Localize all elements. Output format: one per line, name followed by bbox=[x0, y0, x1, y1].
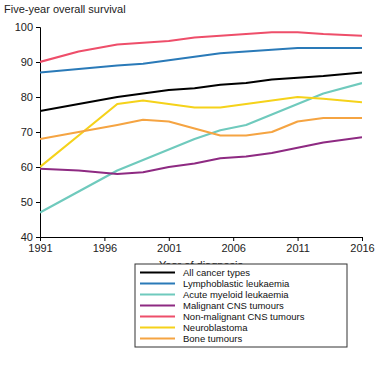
x-tick: 2006 bbox=[221, 237, 245, 254]
legend-swatch bbox=[140, 337, 175, 339]
legend-box bbox=[135, 264, 347, 347]
plot-area bbox=[40, 32, 362, 212]
series-line bbox=[40, 73, 362, 112]
x-tick-mark bbox=[362, 237, 363, 241]
legend-swatch bbox=[140, 315, 175, 317]
legend-label: Neuroblastoma bbox=[183, 322, 248, 333]
y-tick-mark bbox=[36, 132, 40, 133]
x-tick-label: 1996 bbox=[93, 242, 117, 254]
y-tick: 100 bbox=[15, 21, 40, 33]
legend-swatch bbox=[140, 271, 175, 273]
series-line bbox=[40, 32, 362, 62]
x-tick: 1991 bbox=[28, 237, 52, 254]
x-tick-mark bbox=[40, 237, 41, 241]
series-line bbox=[40, 137, 362, 174]
y-tick: 80 bbox=[21, 91, 40, 103]
x-tick-mark bbox=[104, 237, 105, 241]
x-tick: 2001 bbox=[157, 237, 181, 254]
y-tick: 70 bbox=[21, 126, 40, 138]
legend: All cancer typesLymphoblastic leukaemiaA… bbox=[135, 264, 347, 347]
x-tick: 2011 bbox=[286, 237, 310, 254]
y-tick-mark bbox=[36, 27, 40, 28]
y-axis: 405060708090100 bbox=[15, 21, 41, 243]
series-line bbox=[40, 118, 362, 139]
y-tick-mark bbox=[36, 202, 40, 203]
x-tick-mark bbox=[169, 237, 170, 241]
legend-swatch bbox=[140, 282, 175, 284]
x-tick-label: 2006 bbox=[221, 242, 245, 254]
legend-label: Acute myeloid leukaemia bbox=[183, 289, 289, 300]
x-tick-mark bbox=[233, 237, 234, 241]
y-tick-label: 50 bbox=[21, 196, 33, 208]
y-tick-label: 80 bbox=[21, 91, 33, 103]
x-tick-label: 2011 bbox=[286, 242, 310, 254]
y-axis-title: Five-year overall survival bbox=[4, 3, 126, 15]
chart: 405060708090100199119962001200620112016F… bbox=[0, 0, 386, 386]
legend-label: Lymphoblastic leukaemia bbox=[183, 278, 290, 289]
y-axis-line bbox=[36, 28, 41, 238]
legend-swatch bbox=[140, 326, 175, 328]
legend-swatch bbox=[140, 304, 175, 306]
x-tick-label: 1991 bbox=[28, 242, 52, 254]
legend-swatch bbox=[140, 293, 175, 295]
legend-label: Malignant CNS tumours bbox=[183, 300, 284, 311]
x-tick: 2016 bbox=[350, 237, 374, 254]
x-tick-label: 2001 bbox=[157, 242, 181, 254]
x-axis-line bbox=[41, 238, 363, 242]
y-tick-mark bbox=[36, 97, 40, 98]
y-tick-label: 60 bbox=[21, 161, 33, 173]
x-axis: 1991 1996 2001 2006 2011 2016 bbox=[28, 237, 374, 254]
y-tick: 50 bbox=[21, 196, 40, 208]
y-tick-label: 90 bbox=[21, 56, 33, 68]
y-tick: 90 bbox=[21, 56, 40, 68]
series-line bbox=[40, 48, 362, 73]
y-tick: 60 bbox=[21, 161, 40, 173]
y-tick-mark bbox=[36, 237, 40, 238]
y-tick-label: 70 bbox=[21, 126, 33, 138]
y-tick-label: 100 bbox=[15, 21, 33, 33]
y-tick-mark bbox=[36, 62, 40, 63]
x-tick: 1996 bbox=[93, 237, 117, 254]
legend-label: Bone tumours bbox=[183, 333, 242, 344]
y-tick-mark bbox=[36, 167, 40, 168]
x-tick-mark bbox=[298, 237, 299, 241]
x-tick-label: 2016 bbox=[350, 242, 374, 254]
series-line bbox=[40, 83, 362, 213]
legend-label: Non-malignant CNS tumours bbox=[183, 311, 305, 322]
legend-label: All cancer types bbox=[183, 267, 250, 278]
series-line bbox=[40, 97, 362, 167]
